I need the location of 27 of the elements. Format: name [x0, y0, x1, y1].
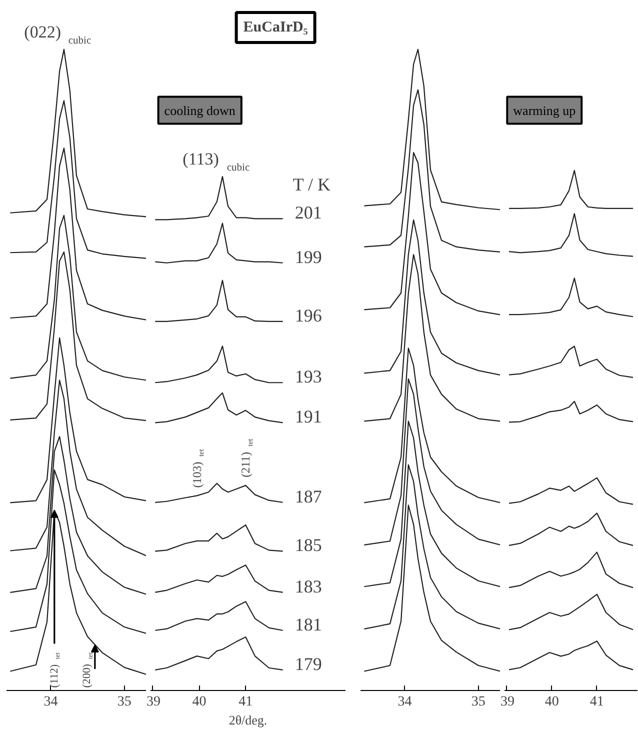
series-label: 199: [294, 246, 322, 267]
annotation: (113)cubic: [182, 150, 250, 174]
x-axis-title: 2θ/deg.: [228, 712, 268, 728]
text: cooling down: [164, 102, 236, 118]
series-label: 183: [294, 576, 322, 596]
chart-title: EuCaIrD₅: [243, 20, 308, 36]
series-label: 193: [294, 366, 322, 387]
x-tick-label: 40: [544, 694, 559, 710]
x-tick-label: 34: [44, 694, 58, 710]
series-label: 196: [294, 305, 322, 326]
x-tick-label: 39: [500, 694, 514, 710]
series-label: 185: [294, 535, 322, 556]
x-tick-label: 35: [117, 694, 132, 710]
series-label: 181: [294, 614, 322, 634]
series-label: 191: [294, 406, 322, 427]
x-tick-label: 41: [238, 694, 253, 710]
x-tick-label: 35: [471, 694, 486, 710]
text: warming up: [513, 102, 576, 118]
legend-title: T / K: [292, 174, 330, 195]
x-tick-label: 40: [192, 694, 206, 710]
x-tick-label: 41: [590, 694, 604, 710]
series-label: 187: [294, 486, 322, 506]
series-label: 201: [294, 202, 322, 223]
annotation: (022)cubic: [24, 22, 92, 46]
x-tick-label: 34: [398, 694, 412, 710]
x-tick-label: 39: [146, 694, 160, 710]
series-label: 179: [294, 654, 322, 674]
